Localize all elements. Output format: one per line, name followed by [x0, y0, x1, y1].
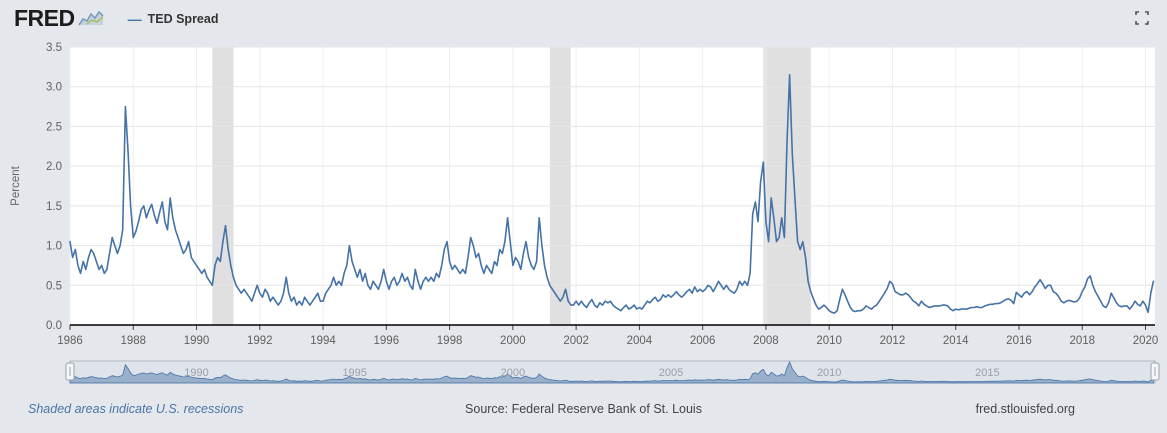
- fullscreen-button[interactable]: [1131, 7, 1153, 29]
- footer: Shaded areas indicate U.S. recessions So…: [0, 400, 1167, 422]
- site-link[interactable]: fred.stlouisfed.org: [975, 402, 1075, 416]
- navigator-tick-label: 2010: [817, 367, 841, 379]
- y-tick-label: 1.0: [46, 241, 62, 253]
- source-text: Source: Federal Reserve Bank of St. Loui…: [465, 402, 702, 416]
- fred-logo[interactable]: FRED: [14, 4, 104, 31]
- y-tick-label: 2.5: [46, 121, 62, 133]
- navigator-tick-label: 1990: [184, 367, 208, 379]
- navigator-tick-label: 1995: [342, 367, 366, 379]
- x-tick-label: 1998: [437, 335, 463, 347]
- x-tick-label: 2008: [753, 335, 779, 347]
- y-tick-label: 0.5: [46, 280, 62, 292]
- legend-label: TED Spread: [147, 12, 219, 26]
- navigator-tick-label: 2015: [975, 367, 999, 379]
- fred-logo-text: FRED: [14, 4, 75, 31]
- x-tick-label: 1988: [120, 335, 146, 347]
- x-tick-label: 2016: [1006, 335, 1032, 347]
- recession-band: [763, 47, 811, 325]
- navigator-area: [69, 360, 1154, 384]
- header: FRED — TED Spread: [0, 0, 1167, 36]
- x-tick-label: 2006: [690, 335, 716, 347]
- x-tick-label: 1992: [247, 335, 273, 347]
- x-tick-label: 2002: [563, 335, 589, 347]
- x-tick-label: 2018: [1069, 335, 1095, 347]
- navigator-tick-label: 2005: [659, 367, 683, 379]
- recession-note-link[interactable]: Shaded areas indicate U.S. recessions: [28, 402, 244, 416]
- x-tick-label: 2004: [627, 335, 653, 347]
- y-tick-label: 1.5: [46, 201, 62, 213]
- x-tick-label: 2010: [816, 335, 842, 347]
- y-tick-label: 3.0: [46, 82, 62, 94]
- legend-line-swatch: —: [127, 11, 142, 27]
- navigator-tick-label: 2000: [501, 367, 525, 379]
- x-tick-label: 2014: [943, 335, 969, 347]
- x-tick-label: 1994: [310, 335, 336, 347]
- main-chart[interactable]: 0.0 0.5 1.0 1.5 2.0 2.5 3.0 3.5 1986 1988 1990 1992…: [0, 36, 1167, 356]
- x-tick-label: 2000: [500, 335, 526, 347]
- x-tick-label: 2012: [880, 335, 906, 347]
- recession-band: [549, 47, 571, 325]
- legend: — TED Spread: [128, 12, 219, 26]
- x-tick-label: 1990: [184, 335, 210, 347]
- x-tick-label: 1996: [374, 335, 400, 347]
- fred-sparkline-icon: [77, 11, 104, 26]
- y-tick-label: 3.5: [46, 42, 62, 54]
- y-tick-label: 2.0: [46, 161, 62, 173]
- y-tick-label: 0.0: [46, 320, 62, 332]
- plot-area[interactable]: [70, 47, 1155, 325]
- fullscreen-icon: [1135, 11, 1149, 25]
- x-tick-label: 1986: [57, 335, 83, 347]
- x-tick-label: 2020: [1133, 335, 1159, 347]
- ted-spread-line: [69, 73, 1155, 314]
- range-navigator[interactable]: 1990 1995 2000 2005 2010 2015: [0, 358, 1167, 388]
- recession-band: [212, 47, 234, 325]
